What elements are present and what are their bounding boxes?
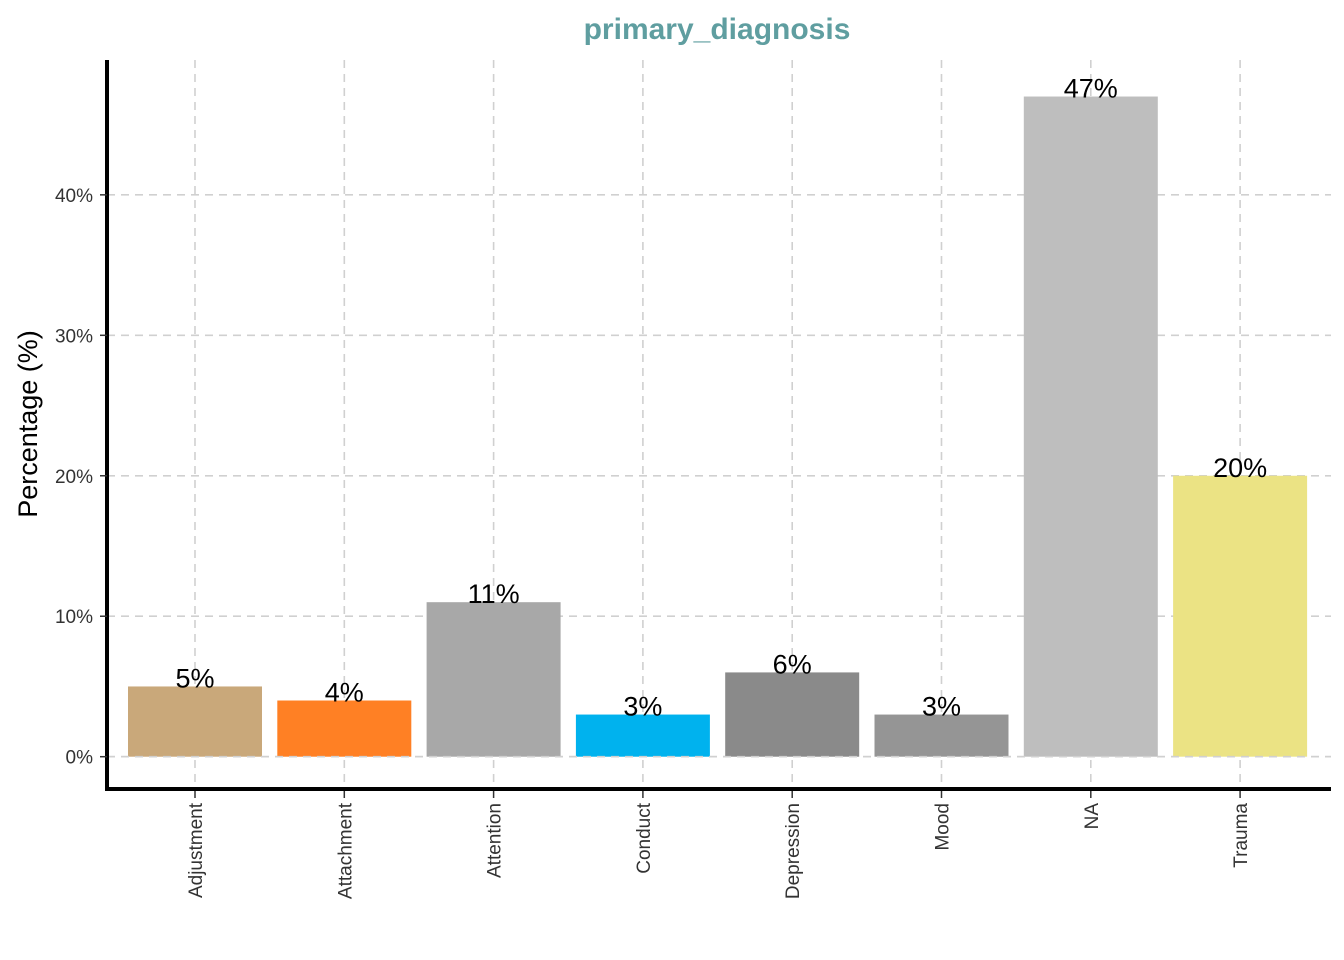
- data-label: 3%: [922, 692, 961, 722]
- data-label: 3%: [623, 692, 662, 722]
- bar-depression: [725, 672, 860, 757]
- data-label: 47%: [1064, 74, 1118, 104]
- x-tick-label: Mood: [933, 803, 954, 851]
- x-tick-label: Attention: [485, 803, 506, 878]
- y-tick-label: 0%: [66, 748, 94, 769]
- bars: [107, 96, 1331, 758]
- bar-attention: [426, 602, 561, 757]
- data-label: 20%: [1213, 453, 1267, 483]
- x-tick-label: Conduct: [634, 802, 655, 873]
- y-axis-label: Percentage (%): [13, 330, 43, 518]
- bar-mood: [874, 714, 1009, 757]
- bar-na: [1023, 96, 1158, 757]
- y-tick-label: 40%: [55, 186, 93, 207]
- y-tick-label: 30%: [55, 326, 93, 347]
- data-label: 4%: [325, 678, 364, 708]
- x-tick-label: Adjustment: [186, 802, 207, 898]
- x-tick-label: Attachment: [335, 802, 356, 899]
- y-axis-ticks: 0% 10% 20% 30% 40%: [55, 186, 107, 769]
- data-label: 11%: [468, 579, 520, 609]
- bar-adjustment: [128, 686, 262, 757]
- data-label: 5%: [175, 663, 214, 693]
- x-tick-label: Depression: [783, 803, 804, 899]
- x-axis-ticks: Adjustment Attachment Attention Conduct Depr…: [186, 791, 1252, 899]
- chart-title: primary_diagnosis: [584, 13, 851, 46]
- data-label: 6%: [773, 649, 812, 679]
- data-labels: 5% 4% 11% 3% 6% 3% 47% 20%: [175, 74, 1267, 722]
- y-tick-label: 10%: [55, 607, 93, 628]
- bar-attachment: [277, 700, 412, 757]
- bar-trauma: [1173, 475, 1308, 757]
- y-tick-label: 20%: [55, 467, 93, 488]
- axes: [105, 60, 1331, 791]
- x-tick-label: NA: [1082, 803, 1103, 830]
- bar-conduct: [575, 714, 710, 757]
- x-tick-label: Trauma: [1231, 803, 1252, 868]
